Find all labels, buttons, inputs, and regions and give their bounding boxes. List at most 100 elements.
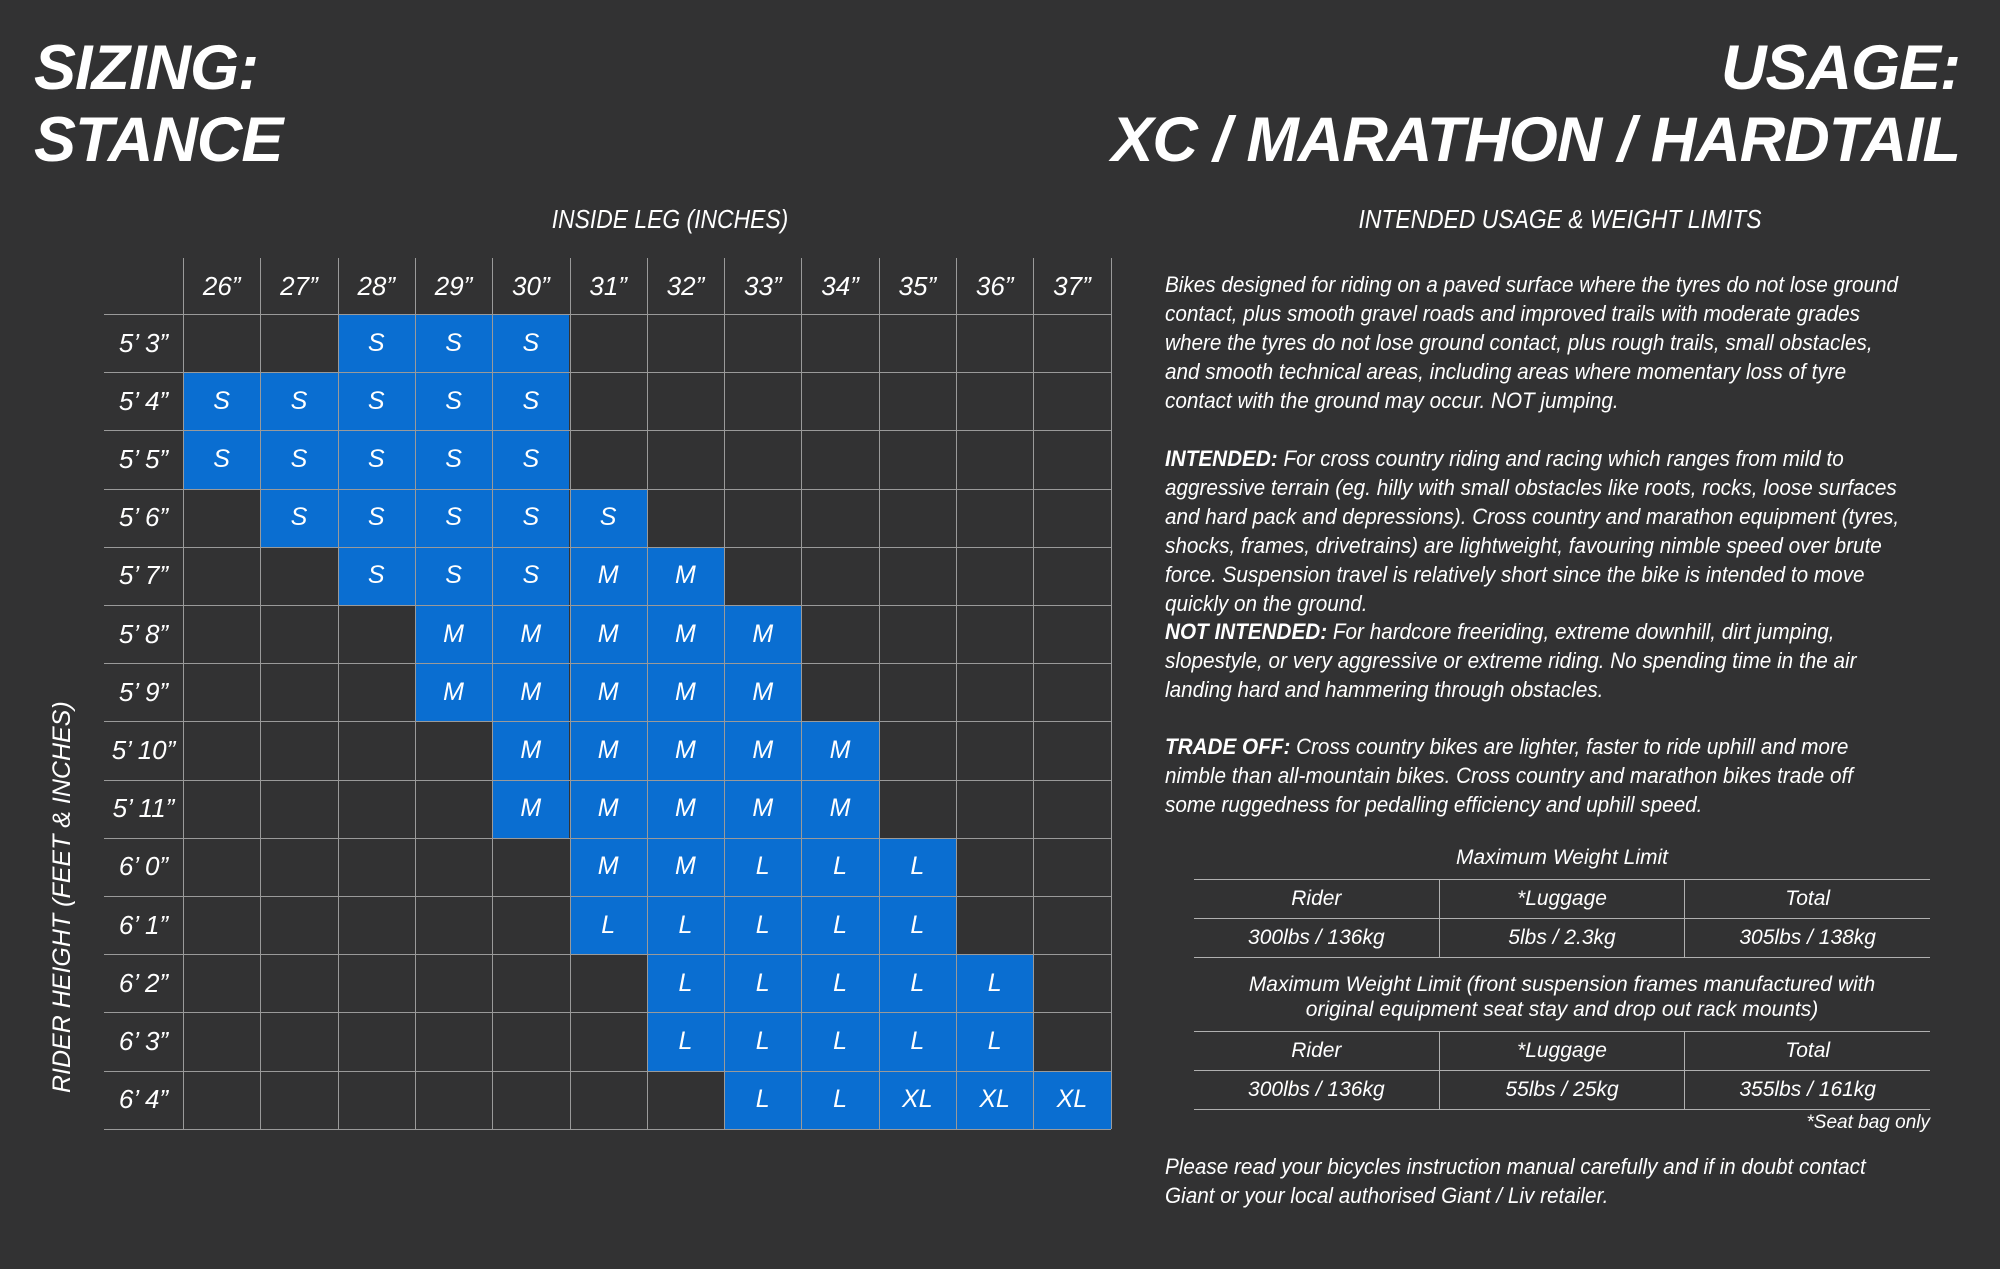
weight-table-title: Maximum Weight Limit	[1456, 846, 1668, 869]
inside-leg-column-label: 29”	[434, 270, 473, 301]
rider-height-row-label: 5’ 6”	[118, 502, 169, 533]
grid-column-line	[956, 258, 957, 1129]
rider-height-row-label: 6’ 1”	[118, 909, 169, 940]
rider-height-row-label: 6’ 3”	[118, 1025, 169, 1056]
size-cell: S	[183, 372, 261, 431]
size-cell: M	[492, 779, 570, 838]
rider-height-row-label: 5’ 11”	[112, 793, 175, 824]
rider-height-row-label: 6’ 2”	[118, 967, 169, 998]
header-total: Total	[1785, 887, 1831, 910]
grid-row-line	[104, 896, 1111, 897]
seat-bag-footnote: *Seat bag only	[1806, 1112, 1930, 1133]
size-cell: S	[337, 314, 415, 373]
page-title-usage: USAGE: XC / MARATHON / HARDTAIL	[1111, 32, 1961, 176]
usage-caption: INTENDED USAGE & WEIGHT LIMITS	[1358, 204, 1762, 234]
size-cell: M	[492, 663, 570, 722]
usage-footer: Please read your bicycles instruction ma…	[1165, 1152, 1901, 1210]
size-cell: S	[414, 546, 493, 605]
grid-row-line	[104, 546, 1111, 548]
grid-column-line	[414, 258, 416, 1129]
value-total: 305lbs / 138kg	[1739, 926, 1876, 949]
size-cell: M	[724, 605, 802, 664]
inside-leg-column-label: 26”	[202, 270, 241, 301]
weight-table-header-row: Rider *Luggage Total	[1194, 879, 1930, 918]
grid-row-line	[104, 663, 1111, 665]
size-cell: M	[646, 721, 725, 780]
size-cell: M	[569, 605, 647, 664]
size-cell: XL	[956, 1070, 1034, 1129]
trade-off-text: Cross country bikes are lighter, faster …	[1165, 734, 1854, 817]
usage-intro-text: Bikes designed for riding on a paved sur…	[1165, 272, 1899, 413]
intended-text: For cross country riding and racing whic…	[1165, 446, 1900, 616]
inside-leg-column-label: 30”	[512, 270, 550, 301]
weight-table-value-row: 300lbs / 136kg 5lbs / 2.3kg 305lbs / 138…	[1194, 918, 1930, 957]
size-cell: L	[646, 896, 725, 955]
grid-column-line	[724, 258, 726, 1129]
rack-value-total: 355lbs / 161kg	[1739, 1078, 1876, 1101]
size-cell: S	[337, 546, 415, 605]
size-cell: M	[569, 663, 647, 722]
size-cell: M	[646, 605, 725, 664]
grid-row-line	[104, 779, 1111, 781]
inside-leg-column-label: 36”	[975, 270, 1014, 301]
size-cell: L	[724, 1012, 802, 1071]
rack-value-rider: 300lbs / 136kg	[1194, 1071, 1440, 1109]
usage-trade-off: TRADE OFF: Cross country bikes are light…	[1165, 732, 1901, 819]
usage-footer-text: Please read your bicycles instruction ma…	[1165, 1154, 1866, 1208]
size-cell: L	[646, 954, 725, 1013]
inside-leg-column-label: 28”	[357, 270, 396, 301]
size-cell: S	[492, 488, 570, 547]
rack-weight-table-title: Maximum Weight Limit (front suspension f…	[1248, 973, 1876, 1021]
rider-height-row-label: 6’ 0”	[118, 851, 169, 882]
rider-height-row-label: 5’ 3”	[118, 327, 169, 358]
size-cell: M	[724, 663, 802, 722]
rack-header-luggage: *Luggage	[1440, 1032, 1686, 1070]
value-rider: 300lbs / 136kg	[1194, 919, 1440, 957]
header-rider: Rider	[1194, 880, 1440, 918]
rider-height-row-label: 6’ 4”	[118, 1084, 169, 1115]
size-cell: L	[878, 837, 956, 896]
size-cell: M	[646, 779, 725, 838]
size-cell: S	[492, 314, 570, 373]
size-cell: M	[569, 779, 647, 838]
size-cell: S	[260, 430, 338, 489]
rack-header-total: Total	[1785, 1039, 1831, 1062]
rack-weight-value-row: 300lbs / 136kg 55lbs / 25kg 355lbs / 161…	[1194, 1070, 1930, 1109]
size-cell: L	[956, 1012, 1034, 1071]
size-cell: S	[337, 430, 415, 489]
rack-header-rider: Rider	[1194, 1032, 1440, 1070]
size-cell: L	[956, 954, 1034, 1013]
size-cell: M	[801, 779, 879, 838]
title-usage: USAGE:	[1720, 33, 1961, 103]
size-cell: L	[801, 896, 879, 955]
grid-column-line	[878, 258, 880, 1129]
size-cell: L	[801, 954, 879, 1013]
size-cell: M	[569, 546, 647, 605]
grid-row-line	[104, 837, 1111, 839]
trade-off-label: TRADE OFF:	[1165, 734, 1291, 759]
grid-column-line	[1110, 258, 1112, 1129]
header-luggage: *Luggage	[1440, 880, 1686, 918]
size-cell: L	[801, 1012, 879, 1071]
intended-label: INTENDED:	[1165, 446, 1278, 471]
size-cell: M	[569, 721, 647, 780]
size-cell: S	[337, 372, 415, 431]
rider-height-row-label: 5’ 9”	[118, 676, 169, 707]
rider-height-row-label: 5’ 7”	[118, 560, 169, 591]
grid-column-line	[646, 258, 648, 1129]
size-cell: S	[260, 488, 338, 547]
inside-leg-column-label: 35”	[898, 270, 937, 301]
size-cell: L	[724, 896, 802, 955]
rack-value-luggage: 55lbs / 25kg	[1440, 1071, 1686, 1109]
size-cell: M	[724, 721, 802, 780]
title-category: XC / MARATHON / HARDTAIL	[1111, 105, 1961, 175]
size-cell: M	[646, 837, 725, 896]
size-cell: S	[492, 430, 570, 489]
size-cell: L	[724, 837, 802, 896]
weight-limit-table: Maximum Weight Limit Rider *Luggage Tota…	[1194, 845, 1930, 958]
inside-leg-column-label: 27”	[280, 270, 318, 301]
size-cell: S	[414, 372, 493, 431]
size-cell: M	[801, 721, 879, 780]
size-cell: S	[492, 372, 570, 431]
size-cell: L	[801, 837, 879, 896]
